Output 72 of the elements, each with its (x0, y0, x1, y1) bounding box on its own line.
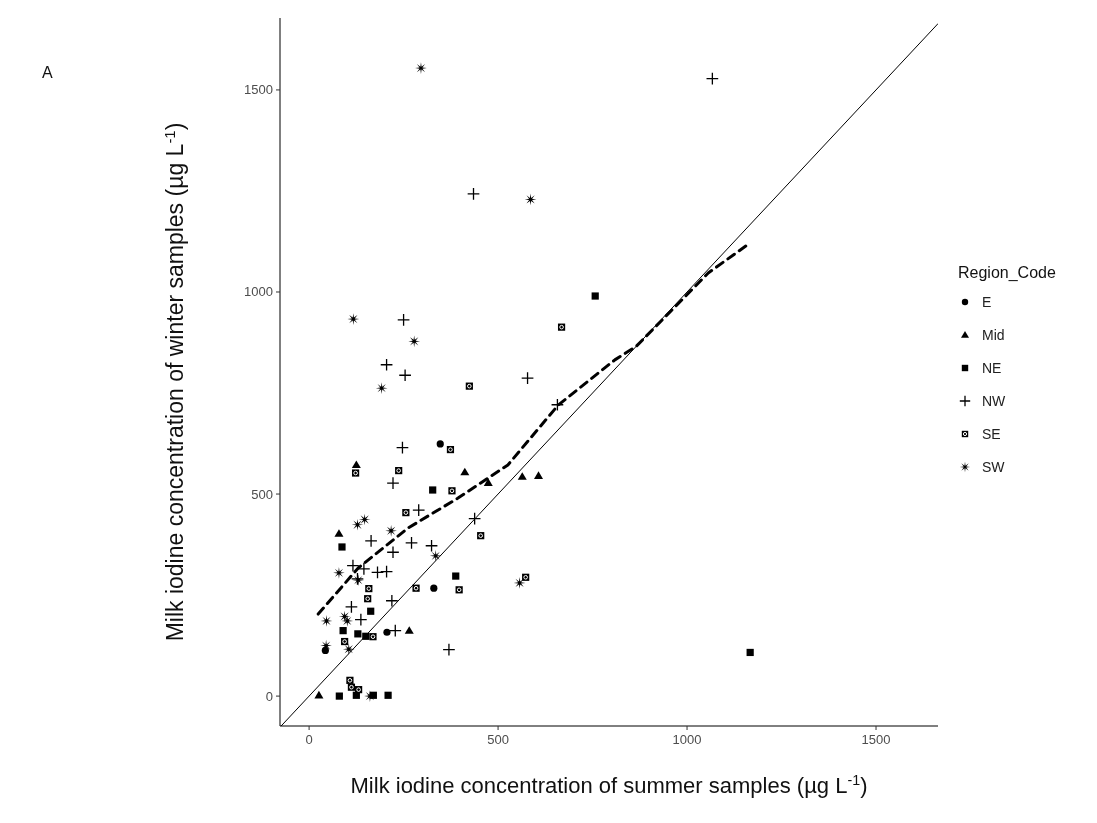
point (375, 382, 388, 395)
point (338, 610, 351, 623)
point (442, 643, 456, 657)
legend-label: SE (982, 426, 1001, 442)
point (351, 460, 361, 469)
point (351, 518, 364, 531)
point (397, 313, 411, 327)
x-tick-label: 1000 (672, 732, 702, 747)
legend-label: SW (982, 459, 1006, 475)
y-tick-label: 0 (265, 688, 273, 704)
point (412, 503, 426, 517)
point (380, 565, 394, 579)
legend-label: E (982, 294, 992, 310)
x-tick-label: 500 (487, 732, 509, 747)
point (354, 630, 362, 638)
point (534, 471, 544, 480)
text: A (42, 64, 53, 81)
point (357, 562, 371, 576)
point (388, 624, 402, 638)
x-axis-title: Milk iodine concentration of summer samples (µg L$^{-1}$) (350, 772, 868, 798)
point (591, 292, 599, 300)
point (321, 646, 329, 655)
legend-label: NE (982, 360, 1002, 376)
legend-title: Region_Code (958, 264, 1056, 282)
point (429, 550, 442, 562)
point (314, 690, 324, 699)
point (550, 398, 564, 412)
point (517, 472, 527, 480)
legend-label: Mid (982, 327, 1005, 343)
y-tick-label: 1500 (244, 82, 273, 98)
point (386, 545, 400, 559)
x-tick-label: 0 (305, 732, 313, 747)
point (524, 193, 537, 206)
point (452, 572, 460, 580)
point (344, 600, 358, 614)
point (460, 467, 470, 476)
point (384, 691, 392, 699)
point (467, 187, 481, 201)
point (371, 565, 385, 579)
point (346, 559, 360, 573)
point (386, 476, 400, 490)
point (468, 512, 482, 526)
point (364, 534, 378, 548)
point (404, 626, 414, 634)
point (395, 441, 409, 455)
point (746, 648, 754, 657)
point (430, 584, 438, 592)
point (334, 529, 344, 537)
point (335, 692, 343, 700)
y-tick-label: 500 (251, 486, 273, 502)
line-series (316, 244, 748, 616)
point (436, 440, 444, 448)
point (339, 627, 347, 635)
point (483, 478, 493, 486)
point (338, 543, 346, 551)
point (425, 539, 439, 553)
point (358, 513, 371, 526)
x-tick-label: 1500 (861, 732, 891, 747)
point (383, 628, 391, 636)
point (408, 335, 421, 348)
point (398, 368, 412, 382)
point (342, 643, 355, 656)
point (380, 358, 394, 372)
legend-label: NW (982, 393, 1007, 409)
point (405, 536, 419, 550)
point (385, 594, 399, 608)
point (367, 607, 375, 615)
point (429, 486, 437, 494)
point (705, 72, 719, 86)
point (521, 371, 535, 385)
point (354, 613, 368, 627)
y-tick-label: 1000 (244, 284, 273, 300)
